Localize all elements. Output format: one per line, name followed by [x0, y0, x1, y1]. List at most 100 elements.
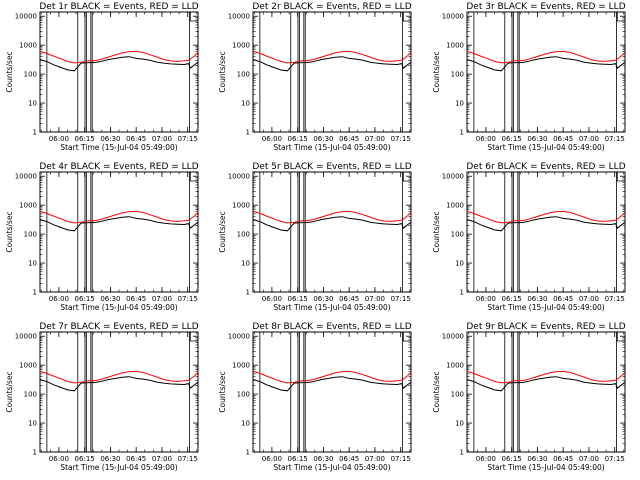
x-tick-label: 06:30	[527, 135, 547, 143]
y-tick-label: 1000	[446, 362, 464, 370]
y-tick-label: 100	[237, 71, 250, 79]
x-tick-label: 07:00	[152, 135, 172, 143]
x-axis-label: Start Time (15-Jul-04 05:49:00)	[60, 303, 177, 312]
y-tick-label: 10000	[442, 173, 464, 181]
y-tick-label: 10	[28, 420, 37, 428]
y-tick-label: 100	[237, 231, 250, 239]
y-tick-label: 100	[237, 391, 250, 399]
panel-1: Det 1r BLACK = Events, RED = LLD 1 10 100 10…	[5, 2, 199, 152]
plot-frame	[39, 331, 199, 453]
x-tick-label: 06:00	[262, 135, 282, 143]
panel-4: Det 4r BLACK = Events, RED = LLD 1 10 100 10…	[5, 162, 199, 312]
y-tick-label: 1000	[19, 202, 37, 210]
y-tick-label: 10000	[442, 333, 464, 341]
y-tick-label: 10000	[442, 13, 464, 21]
panel-6: Det 6r BLACK = Events, RED = LLD 1 10 100 10…	[432, 162, 626, 312]
x-tick-label: 07:00	[579, 135, 599, 143]
y-tick-label: 10000	[228, 333, 250, 341]
x-tick-label: 07:15	[178, 135, 198, 143]
x-tick-label: 07:00	[579, 455, 599, 463]
panel-8: Det 8r BLACK = Events, RED = LLD 1 10 100 10…	[218, 322, 412, 472]
x-tick-label: 06:00	[476, 295, 496, 303]
x-tick-label: 06:30	[313, 455, 333, 463]
x-tick-label: 06:15	[75, 295, 95, 303]
panel-3: Det 3r BLACK = Events, RED = LLD 1 10 100 10…	[432, 2, 626, 152]
panel-title: Det 3r BLACK = Events, RED = LLD	[466, 2, 625, 12]
x-tick-label: 06:45	[339, 295, 359, 303]
x-tick-label: 06:00	[49, 295, 69, 303]
corner-marker	[402, 12, 411, 22]
x-axis-label: Start Time (15-Jul-04 05:49:00)	[60, 143, 177, 152]
y-tick-label: 100	[24, 391, 37, 399]
y-tick-label: 100	[451, 71, 464, 79]
y-tick-label: 1000	[446, 202, 464, 210]
x-tick-label: 06:15	[75, 455, 95, 463]
corner-marker	[402, 332, 411, 342]
y-axis-label: Counts/sec	[218, 51, 227, 92]
y-axis-label: Counts/sec	[218, 371, 227, 412]
y-tick-label: 1000	[19, 362, 37, 370]
panel-title: Det 9r BLACK = Events, RED = LLD	[466, 322, 625, 332]
y-tick-label: 1	[246, 449, 250, 457]
x-tick-label: 06:15	[288, 455, 308, 463]
x-tick-label: 06:45	[126, 455, 146, 463]
corner-marker	[616, 12, 625, 22]
plot-frame	[39, 11, 199, 133]
x-tick-label: 07:15	[391, 135, 411, 143]
y-tick-label: 1000	[232, 362, 250, 370]
lld-series-line	[466, 50, 626, 64]
events-series-line	[252, 376, 412, 392]
x-tick-label: 06:00	[476, 455, 496, 463]
lld-series-line	[252, 50, 412, 64]
y-tick-label: 10	[455, 260, 464, 268]
x-tick-label: 07:00	[365, 135, 385, 143]
x-tick-label: 07:15	[605, 455, 625, 463]
x-tick-label: 06:00	[476, 135, 496, 143]
x-tick-label: 07:15	[605, 135, 625, 143]
events-series-line	[466, 216, 626, 232]
y-tick-label: 10	[455, 100, 464, 108]
corner-marker	[616, 332, 625, 342]
events-series-line	[252, 216, 412, 232]
x-tick-label: 06:15	[288, 135, 308, 143]
x-tick-label: 07:00	[365, 295, 385, 303]
panel-2: Det 2r BLACK = Events, RED = LLD 1 10 100 10…	[218, 2, 412, 152]
plot-frame	[252, 11, 412, 133]
lld-series-line	[252, 370, 412, 384]
panel-title: Det 8r BLACK = Events, RED = LLD	[252, 322, 411, 332]
events-series-line	[39, 56, 199, 72]
lld-series-line	[39, 50, 199, 64]
y-tick-label: 100	[24, 71, 37, 79]
plot-frame	[252, 171, 412, 293]
events-series-line	[466, 376, 626, 392]
x-axis-label: Start Time (15-Jul-04 05:49:00)	[487, 463, 604, 472]
corner-marker	[189, 12, 198, 22]
x-axis-label: Start Time (15-Jul-04 05:49:00)	[487, 303, 604, 312]
y-tick-label: 1	[460, 129, 464, 137]
y-axis-label: Counts/sec	[432, 371, 441, 412]
panel-7: Det 7r BLACK = Events, RED = LLD 1 10 100 10…	[5, 322, 199, 472]
lld-series-line	[39, 370, 199, 384]
x-axis-label: Start Time (15-Jul-04 05:49:00)	[273, 463, 390, 472]
y-axis-label: Counts/sec	[5, 211, 14, 252]
x-tick-label: 06:45	[126, 135, 146, 143]
events-series-line	[39, 376, 199, 392]
y-tick-label: 1	[246, 289, 250, 297]
x-tick-label: 06:00	[49, 455, 69, 463]
y-tick-label: 10000	[15, 173, 37, 181]
panel-title: Det 5r BLACK = Events, RED = LLD	[252, 162, 411, 172]
y-tick-label: 100	[24, 231, 37, 239]
y-tick-label: 1	[33, 449, 37, 457]
lld-series-line	[466, 370, 626, 384]
x-tick-label: 06:45	[553, 295, 573, 303]
y-axis-label: Counts/sec	[432, 211, 441, 252]
x-axis-label: Start Time (15-Jul-04 05:49:00)	[60, 463, 177, 472]
x-tick-label: 07:15	[605, 295, 625, 303]
plot-frame	[466, 171, 626, 293]
y-axis-label: Counts/sec	[5, 371, 14, 412]
y-tick-label: 10	[455, 420, 464, 428]
panel-title: Det 1r BLACK = Events, RED = LLD	[39, 2, 198, 12]
y-tick-label: 1000	[19, 42, 37, 50]
x-tick-label: 07:15	[178, 455, 198, 463]
plot-frame	[252, 331, 412, 453]
